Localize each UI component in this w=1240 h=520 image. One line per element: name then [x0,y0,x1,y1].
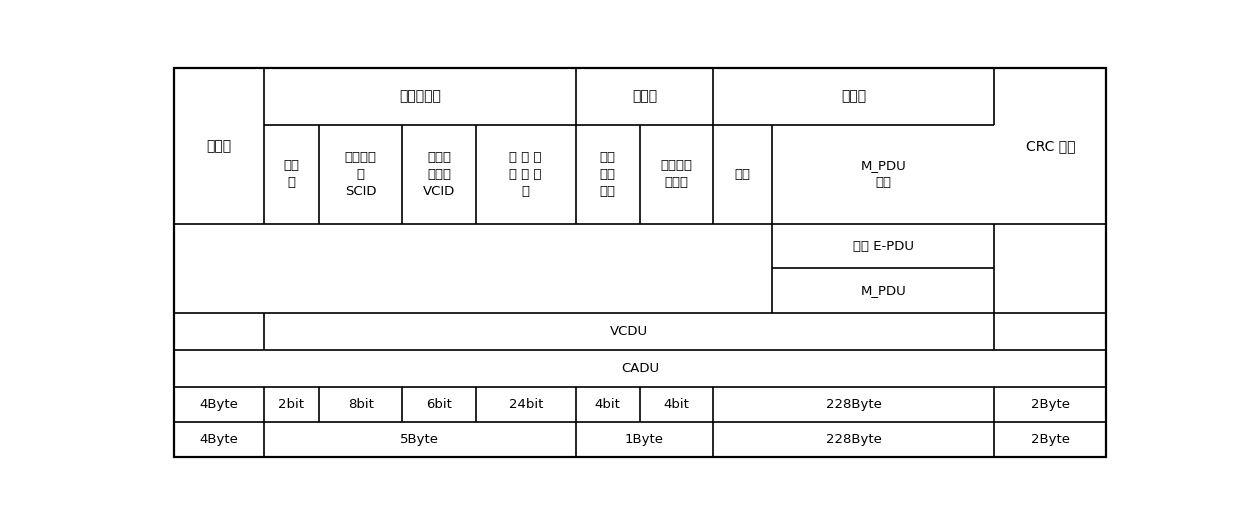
Text: 5Byte: 5Byte [401,433,439,446]
Text: 标志域: 标志域 [632,89,657,103]
Text: M_PDU: M_PDU [861,284,906,297]
Text: 航天
器标
识续: 航天 器标 识续 [600,151,616,198]
Text: 2Byte: 2Byte [1030,433,1070,446]
Text: 航天器标
识
SCID: 航天器标 识 SCID [345,151,377,198]
Text: 虚 拟 信
道 帧 计
数: 虚 拟 信 道 帧 计 数 [510,151,542,198]
Text: 228Byte: 228Byte [826,398,882,411]
Text: 导头: 导头 [734,168,750,181]
Text: 1Byte: 1Byte [625,433,663,446]
Text: 4Byte: 4Byte [200,398,238,411]
Text: 24bit: 24bit [508,398,543,411]
Text: 4bit: 4bit [663,398,689,411]
Text: 数据域: 数据域 [841,89,867,103]
Text: CRC 校验: CRC 校验 [1025,139,1075,153]
Text: M_PDU
包域: M_PDU 包域 [861,159,906,189]
Text: 2Byte: 2Byte [1030,398,1070,411]
Text: VCDU: VCDU [610,325,649,338]
Text: 2bit: 2bit [278,398,304,411]
Text: 虚拟信
道识别
VCID: 虚拟信 道识别 VCID [423,151,455,198]
Text: 同步字: 同步字 [207,139,232,153]
Text: 4bit: 4bit [595,398,621,411]
Text: 版本
号: 版本 号 [284,159,299,189]
Text: 主信道识别: 主信道识别 [399,89,440,103]
Text: 228Byte: 228Byte [826,433,882,446]
Text: 指令帧接
收计数: 指令帧接 收计数 [661,159,692,189]
Text: 6bit: 6bit [427,398,453,411]
Text: 多个 E-PDU: 多个 E-PDU [853,240,914,253]
Text: 4Byte: 4Byte [200,433,238,446]
Text: CADU: CADU [621,362,660,375]
Text: 8bit: 8bit [347,398,373,411]
